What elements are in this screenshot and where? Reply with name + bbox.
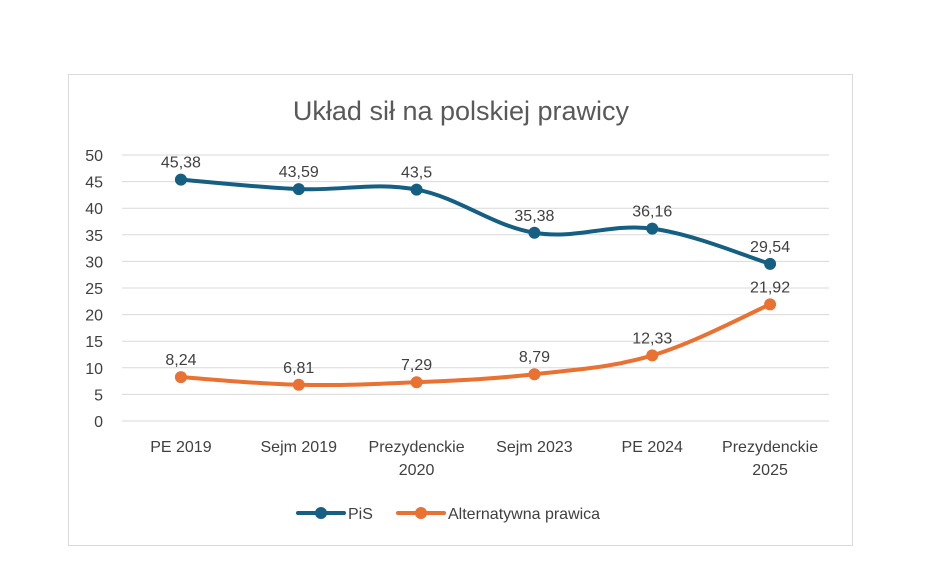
y-tick-label: 5 [94, 387, 103, 404]
data-label: 43,5 [401, 165, 432, 182]
legend-item: PiS [296, 506, 373, 523]
x-tick-label: PE 2024 [622, 439, 683, 456]
data-point [292, 183, 305, 196]
data-label: 29,54 [750, 239, 790, 256]
legend-label: Alternatywna prawica [448, 506, 600, 523]
data-point [292, 378, 305, 391]
data-point [528, 226, 541, 239]
data-label: 43,59 [279, 164, 319, 181]
legend-marker [315, 507, 327, 519]
x-tick-label: Prezydenckie 2020 [369, 439, 465, 479]
data-label: 45,38 [161, 155, 201, 172]
data-label: 8,24 [165, 352, 196, 369]
data-point [528, 368, 541, 381]
y-tick-label: 0 [94, 414, 103, 431]
y-tick-label: 50 [85, 148, 103, 165]
data-point [764, 298, 777, 311]
data-point [174, 173, 187, 186]
y-tick-label: 35 [85, 228, 103, 245]
legend: PiS Alternatywna prawica [296, 506, 600, 523]
series-line-1 [178, 302, 773, 388]
legend-item: Alternatywna prawica [396, 506, 600, 523]
legend-label: PiS [348, 506, 373, 523]
y-tick-label: 10 [85, 361, 103, 378]
x-tick-label: Sejm 2019 [261, 439, 338, 456]
data-labels: 45,38 43,59 43,5 35,38 36,16 29,54 8,24 6,81 7,2… [161, 155, 790, 377]
data-point [410, 376, 423, 389]
y-tick-label: 25 [85, 281, 103, 298]
data-label: 12,33 [632, 330, 672, 347]
y-axis-ticks: 0 5 10 15 20 25 30 35 40 45 50 [85, 148, 103, 431]
data-point [646, 222, 659, 235]
chart-title: Układ sił na polskiej prawicy [293, 96, 630, 126]
y-tick-label: 45 [85, 175, 103, 192]
chart-frame [68, 74, 853, 546]
data-label: 8,79 [519, 349, 550, 366]
data-point [764, 257, 777, 270]
data-point [410, 183, 423, 196]
y-tick-label: 20 [85, 308, 103, 325]
data-label: 36,16 [632, 204, 672, 221]
series-line-0 [178, 177, 773, 266]
data-label: 21,92 [750, 279, 790, 296]
x-tick-label: Sejm 2023 [496, 439, 573, 456]
x-tick-label: PE 2019 [150, 439, 211, 456]
x-tick-label: Prezydenckie 2025 [722, 439, 818, 479]
y-tick-label: 15 [85, 334, 103, 351]
y-tick-label: 40 [85, 201, 103, 218]
data-label: 35,38 [514, 208, 554, 225]
data-label: 6,81 [283, 360, 314, 377]
data-point [646, 349, 659, 362]
x-axis-ticks: PE 2019 Sejm 2019 Prezydenckie 2020 Sejm 202… [150, 439, 818, 479]
legend-marker [415, 507, 427, 519]
gridlines [122, 154, 829, 422]
series-lines [174, 173, 777, 391]
data-point [174, 371, 187, 384]
y-tick-label: 30 [85, 254, 103, 271]
data-label: 7,29 [401, 357, 432, 374]
